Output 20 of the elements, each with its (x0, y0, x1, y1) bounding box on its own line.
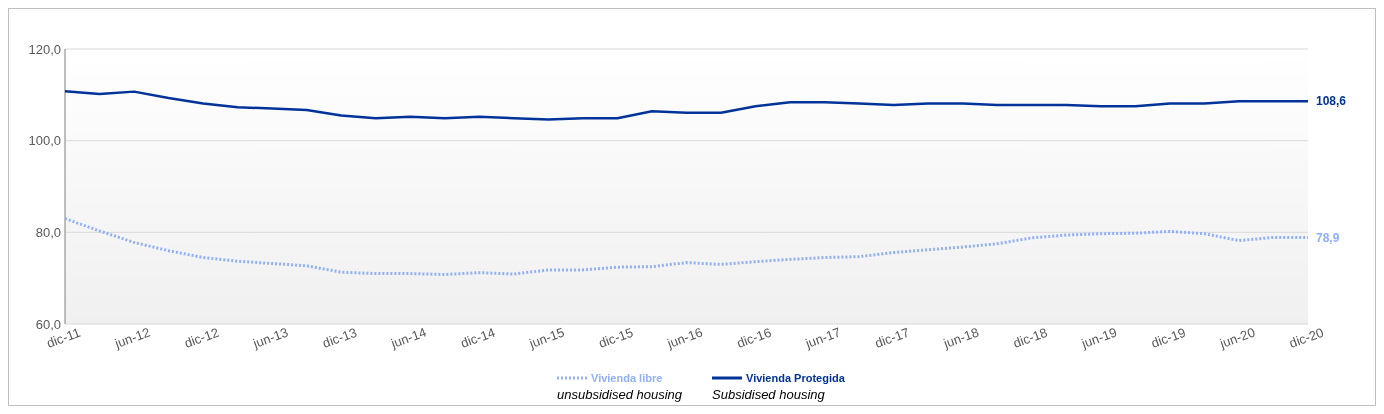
x-tick-label: dic-14 (458, 324, 497, 351)
x-tick-label: dic-17 (872, 324, 912, 351)
x-tick-label: dic-18 (1011, 324, 1050, 351)
x-tick-label: dic-15 (596, 324, 636, 351)
data-label: 108,6 (1316, 94, 1347, 109)
y-tick-label: 100,0 (28, 133, 61, 149)
x-tick-label: dic-13 (320, 324, 359, 351)
x-tick-label: dic-19 (1149, 324, 1188, 351)
x-tick-label: dic-12 (182, 324, 221, 351)
data-label: 78,9 (1316, 230, 1340, 245)
text: Subsidised housing (712, 386, 826, 402)
y-tick-label: 80,0 (35, 224, 61, 240)
line-series (63, 89, 1310, 121)
x-tick-label: dic-16 (734, 324, 774, 351)
line-series (63, 217, 1310, 276)
y-tick-label: 120,0 (28, 41, 61, 57)
legend-label: Vivienda Protegida (746, 371, 846, 384)
text: unsubsidised housing (557, 386, 683, 402)
legend-label: Vivienda libre (591, 371, 663, 384)
x-tick-label: dic-20 (1287, 324, 1326, 351)
